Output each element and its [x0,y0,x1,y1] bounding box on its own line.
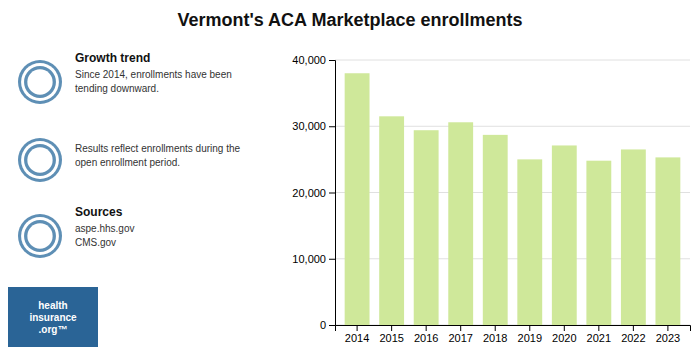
bar [414,130,439,325]
x-tick: 2021 [587,325,611,344]
icon-ring [18,138,62,182]
icon-ring [27,223,52,248]
y-tick-mark [329,325,335,326]
bar [379,116,404,325]
x-tick-label: 2019 [518,332,542,344]
icon-ring [21,63,59,101]
x-tick-mark [495,325,496,331]
y-tick: 10,000 [292,253,335,265]
x-tick-label: 2017 [448,332,472,344]
bar [552,145,577,325]
y-tick-mark [329,193,335,194]
y-tick-mark [329,126,335,127]
bars [345,73,681,325]
footer-box [8,287,98,347]
y-tick: 0 [320,319,335,331]
annotation-text: Results reflect enrollments during the op… [75,143,241,168]
bar [621,149,646,325]
y-tick: 40,000 [292,54,335,66]
annotation: Growth trend Since 2014, enrollments have… [18,51,232,104]
y-tick-label: 20,000 [292,187,326,199]
x-tick-mark [391,325,392,331]
x-tick-mark [426,325,427,331]
x-tick-mark [633,325,634,331]
y-tick-label: 10,000 [292,253,326,265]
x-tick-label: 2016 [414,332,438,344]
footer-line: health [38,300,67,311]
x-tick: 2023 [656,325,680,344]
x-axis: 2014 2015 2016 2017 2018 2019 2020 2021 2022 2023 [336,325,691,344]
y-tick-mark [329,259,335,260]
icon-ring [27,69,52,94]
y-axis: 0 10,000 20,000 30,000 40,000 [292,54,335,331]
annotation-line: tending downward. [75,83,159,94]
annotation-text: aspe.hhs.gov CMS.gov [75,223,135,248]
x-tick: 2022 [621,325,645,344]
icon-ring [21,141,59,179]
annotation-title: Sources [75,205,123,219]
annotations: Growth trend Since 2014, enrollments have… [18,51,241,258]
x-tick-mark [357,325,358,331]
y-tick: 20,000 [292,187,335,199]
x-tick: 2018 [483,325,507,344]
bar [345,73,370,325]
bar [448,122,473,325]
footer-line: .org™ [39,324,68,335]
x-tick-label: 2021 [587,332,611,344]
annotation-line: aspe.hhs.gov [75,223,135,234]
y-tick-mark [329,60,335,61]
annotation-line: Results reflect enrollments during the [75,143,241,154]
x-tick-label: 2023 [656,332,680,344]
bar [655,157,680,325]
x-tick-label: 2020 [552,332,576,344]
bar [586,161,611,325]
x-tick: 2016 [414,325,438,344]
icon-ring [24,144,56,176]
x-tick-label: 2018 [483,332,507,344]
x-tick-mark [529,325,530,331]
annotation-text: Since 2014, enrollments have been tending… [75,69,232,94]
y-tick-label: 30,000 [292,120,326,132]
x-tick-label: 2014 [345,332,369,344]
x-tick-mark [667,325,668,331]
footer: healthinsurance.org™ [8,287,98,347]
annotation-line: Since 2014, enrollments have been [75,69,232,80]
y-tick: 30,000 [292,120,335,132]
x-tick: 2017 [448,325,472,344]
x-tick: 2020 [552,325,576,344]
x-tick: 2019 [518,325,542,344]
x-tick-mark [564,325,565,331]
grid [335,60,690,325]
x-tick-label: 2022 [621,332,645,344]
icon-ring [18,60,62,104]
title: Vermont's ACA Marketplace enrollments [177,10,522,30]
annotation-line: open enrollment period. [75,157,180,168]
footer-line: insurance [29,312,77,323]
x-tick-label: 2015 [379,332,403,344]
icon-ring [27,147,52,172]
bar [483,135,508,325]
annotation: Results reflect enrollments during the op… [18,138,241,182]
y-tick-label: 0 [320,319,326,331]
y-axis-line [329,61,336,326]
chart: Vermont's ACA Marketplace enrollments 201… [0,0,700,355]
icon-ring [24,220,56,252]
x-tick-mark [460,325,461,331]
annotation: Sources aspe.hhs.gov CMS.gov [18,205,135,258]
footer-text: healthinsurance.org™ [29,300,77,335]
x-axis-line [336,326,691,332]
annotation-title: Growth trend [75,51,150,65]
icon-ring [24,66,56,98]
grid-line [335,60,690,61]
annotation-line: CMS.gov [75,237,116,248]
x-tick: 2014 [345,325,369,344]
y-tick-label: 40,000 [292,54,326,66]
x-tick-mark [598,325,599,331]
bar [517,159,542,325]
x-tick: 2015 [379,325,403,344]
icon-ring [21,217,59,255]
icon-ring [18,214,62,258]
